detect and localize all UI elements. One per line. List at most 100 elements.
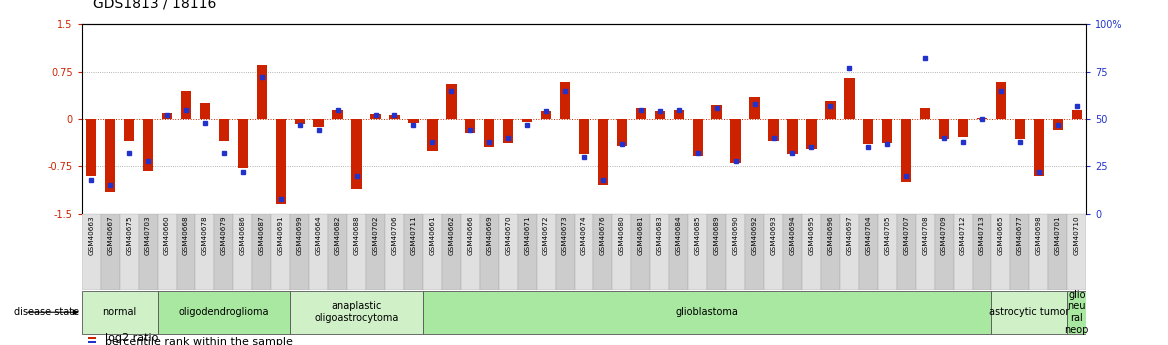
Bar (503, 119, 514, 143)
Text: GSM40678: GSM40678 (202, 215, 208, 255)
Text: GSM40662: GSM40662 (449, 215, 454, 255)
Text: GSM40670: GSM40670 (506, 215, 512, 255)
Text: GSM40686: GSM40686 (239, 215, 245, 255)
FancyBboxPatch shape (310, 214, 328, 290)
Bar (409, 119, 418, 124)
Text: GSM40690: GSM40690 (732, 215, 738, 255)
Bar (446, 84, 457, 119)
Bar (370, 114, 381, 119)
Bar (200, 103, 210, 119)
Text: GSM40673: GSM40673 (562, 215, 568, 255)
FancyBboxPatch shape (688, 214, 707, 290)
Text: GSM40692: GSM40692 (751, 215, 758, 255)
Text: GSM40675: GSM40675 (126, 215, 132, 255)
FancyBboxPatch shape (1068, 291, 1086, 334)
Text: GSM40696: GSM40696 (827, 215, 834, 255)
Bar (674, 109, 684, 119)
Text: GSM40701: GSM40701 (1055, 215, 1061, 255)
FancyBboxPatch shape (669, 214, 688, 290)
Text: GSM40695: GSM40695 (808, 215, 814, 255)
Bar (559, 82, 570, 119)
Text: GSM40689: GSM40689 (714, 215, 719, 255)
Text: GSM40693: GSM40693 (771, 215, 777, 255)
Text: anaplastic
oligoastrocytoma: anaplastic oligoastrocytoma (314, 302, 398, 323)
Text: GSM40679: GSM40679 (221, 215, 227, 255)
Text: GSM40708: GSM40708 (923, 215, 929, 255)
FancyBboxPatch shape (897, 214, 916, 290)
FancyBboxPatch shape (442, 214, 461, 290)
FancyBboxPatch shape (536, 214, 556, 290)
Text: GSM40705: GSM40705 (884, 215, 890, 255)
Bar (522, 119, 533, 122)
Bar (996, 82, 1006, 119)
Bar (769, 119, 779, 141)
Bar (86, 119, 97, 176)
Bar (389, 115, 399, 119)
Text: glioblastoma: glioblastoma (676, 307, 738, 317)
FancyBboxPatch shape (328, 214, 347, 290)
FancyBboxPatch shape (499, 214, 517, 290)
Text: GSM40706: GSM40706 (391, 215, 397, 255)
Text: GSM40672: GSM40672 (543, 215, 549, 255)
Text: GSM40682: GSM40682 (334, 215, 341, 255)
Text: GSM40711: GSM40711 (410, 215, 417, 255)
FancyBboxPatch shape (100, 214, 119, 290)
Text: GSM40665: GSM40665 (997, 215, 1004, 255)
Text: GSM40713: GSM40713 (979, 215, 985, 255)
Text: GSM40703: GSM40703 (145, 215, 151, 255)
Bar (105, 119, 116, 192)
FancyBboxPatch shape (271, 214, 290, 290)
FancyBboxPatch shape (632, 214, 651, 290)
FancyBboxPatch shape (195, 214, 215, 290)
Bar (484, 119, 494, 148)
FancyBboxPatch shape (480, 214, 499, 290)
FancyBboxPatch shape (992, 214, 1010, 290)
Bar (806, 119, 816, 149)
FancyBboxPatch shape (593, 214, 612, 290)
FancyBboxPatch shape (461, 214, 480, 290)
Bar (579, 119, 589, 154)
Bar (750, 97, 760, 119)
Bar (863, 119, 874, 144)
FancyBboxPatch shape (366, 214, 385, 290)
Bar (218, 119, 229, 141)
FancyBboxPatch shape (176, 214, 195, 290)
Text: percentile rank within the sample: percentile rank within the sample (105, 337, 293, 345)
FancyBboxPatch shape (612, 214, 632, 290)
Text: GSM40683: GSM40683 (656, 215, 662, 255)
Bar (787, 119, 798, 154)
FancyBboxPatch shape (158, 214, 176, 290)
FancyBboxPatch shape (802, 214, 821, 290)
FancyBboxPatch shape (1068, 214, 1086, 290)
Bar (976, 118, 987, 119)
FancyBboxPatch shape (252, 214, 271, 290)
FancyBboxPatch shape (575, 214, 593, 290)
Bar (333, 109, 343, 119)
Bar (730, 119, 741, 163)
Text: oligodendroglioma: oligodendroglioma (179, 307, 269, 317)
FancyBboxPatch shape (158, 291, 290, 334)
Text: GSM40661: GSM40661 (430, 215, 436, 255)
Bar (88, 341, 96, 343)
Text: GSM40681: GSM40681 (638, 215, 644, 255)
FancyBboxPatch shape (934, 214, 953, 290)
Text: GSM40712: GSM40712 (960, 215, 966, 255)
FancyBboxPatch shape (404, 214, 423, 290)
Bar (465, 119, 475, 133)
Bar (427, 119, 438, 151)
Text: GSM40668: GSM40668 (183, 215, 189, 255)
FancyBboxPatch shape (726, 214, 745, 290)
Text: GSM40685: GSM40685 (695, 215, 701, 255)
FancyBboxPatch shape (992, 291, 1068, 334)
Bar (654, 111, 665, 119)
Text: GSM40674: GSM40674 (580, 215, 588, 255)
Text: GSM40699: GSM40699 (297, 215, 303, 255)
Bar (124, 119, 134, 141)
Bar (693, 119, 703, 156)
FancyBboxPatch shape (215, 214, 234, 290)
FancyBboxPatch shape (119, 214, 139, 290)
Text: GSM40676: GSM40676 (600, 215, 606, 255)
FancyBboxPatch shape (1010, 214, 1029, 290)
FancyBboxPatch shape (423, 291, 992, 334)
FancyBboxPatch shape (651, 214, 669, 290)
